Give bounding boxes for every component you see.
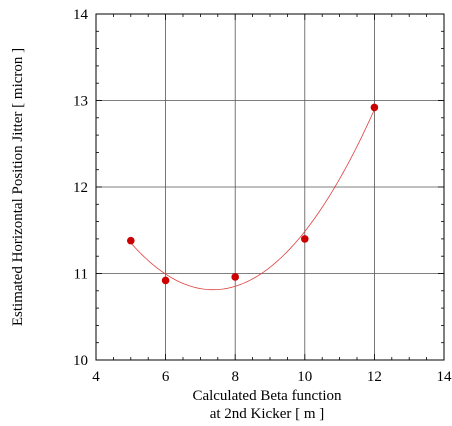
y-tick-label: 11 (74, 267, 88, 283)
x-axis-title-line-1: Calculated Beta function (192, 388, 342, 404)
y-tick-label: 12 (73, 180, 88, 196)
fit-curve (130, 109, 375, 291)
x-tick-label: 10 (297, 369, 312, 385)
plot-frame (95, 13, 445, 361)
y-tick-label: 10 (73, 353, 88, 369)
data-point (161, 276, 170, 285)
x-tick-label: 6 (162, 369, 170, 385)
x-tick-label: 14 (437, 369, 452, 385)
data-point (301, 235, 309, 243)
x-tick-label: 8 (231, 369, 239, 385)
data-point (127, 236, 135, 245)
data-point (370, 103, 379, 112)
y-axis-title: Estimated Horizontal Position Jitter [ m… (10, 48, 26, 326)
y-tick-labels: 10 11 12 13 14 (73, 7, 89, 369)
grid-lines (96, 14, 444, 360)
x-tick-label: 4 (92, 369, 100, 385)
x-axis-title-line-2: at 2nd Kicker [ m ] (210, 406, 325, 422)
data-points (127, 103, 379, 285)
x-tick-labels: 4 6 8 10 12 14 (92, 369, 452, 385)
y-tick-label: 14 (73, 7, 89, 23)
data-point (231, 273, 239, 281)
y-tick-label: 13 (73, 94, 88, 110)
x-tick-label: 12 (367, 369, 382, 385)
